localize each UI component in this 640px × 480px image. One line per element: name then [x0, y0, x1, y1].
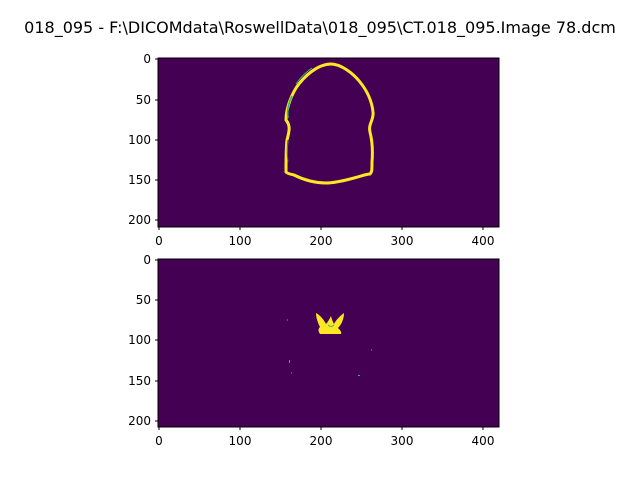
top-bone-ring-blue-edge — [286, 139, 289, 163]
bottom-y-tick-label: 100 — [128, 333, 151, 347]
bottom-y-tick-label: 0 — [143, 253, 151, 267]
figure-title: 018_095 - F:\DICOMdata\RoswellData\018_0… — [24, 18, 616, 37]
bottom-y-axis: 0 50 100 150 200 — [128, 253, 158, 428]
top-bone-ring-inner-edge — [286, 95, 293, 119]
top-y-tick-label: 100 — [128, 133, 151, 147]
top-y-tick-label: 150 — [128, 173, 151, 187]
speck — [371, 349, 372, 351]
bottom-x-tick-label: 200 — [310, 434, 333, 448]
top-y-tick-label: 0 — [143, 52, 151, 66]
bottom-x-axis: 0 100 200 300 400 — [155, 427, 494, 448]
top-x-tick-label: 300 — [391, 234, 414, 248]
bottom-central-blob — [316, 313, 344, 334]
top-panel-image — [157, 57, 500, 228]
top-y-tick-label: 200 — [128, 213, 151, 227]
bottom-panel-image — [157, 258, 500, 428]
bottom-y-tick-label: 150 — [128, 374, 151, 388]
bottom-x-tick-label: 400 — [472, 434, 495, 448]
top-x-tick-label: 0 — [155, 234, 163, 248]
top-x-tick-label: 200 — [310, 234, 333, 248]
top-y-axis: 0 50 100 150 200 — [128, 52, 158, 227]
top-y-tick-label: 50 — [136, 93, 151, 107]
top-x-tick-label: 100 — [229, 234, 252, 248]
speck — [287, 319, 288, 321]
bottom-panel: 0 50 100 150 200 0 100 200 300 400 — [128, 253, 500, 448]
speck — [289, 360, 290, 363]
speck — [358, 375, 360, 376]
bottom-blob-notch — [327, 324, 335, 327]
speck — [291, 372, 292, 374]
top-bone-ring-blue-edge-2 — [295, 67, 313, 85]
bottom-x-tick-label: 300 — [391, 434, 414, 448]
top-panel: 0 50 100 150 200 0 100 200 300 400 — [128, 52, 500, 248]
bottom-y-tick-label: 200 — [128, 414, 151, 428]
bottom-x-tick-label: 100 — [229, 434, 252, 448]
top-bone-ring — [284, 62, 375, 185]
bottom-y-tick-label: 50 — [136, 293, 151, 307]
top-x-axis: 0 100 200 300 400 — [155, 227, 494, 248]
top-x-tick-label: 400 — [472, 234, 495, 248]
bottom-x-tick-label: 0 — [155, 434, 163, 448]
